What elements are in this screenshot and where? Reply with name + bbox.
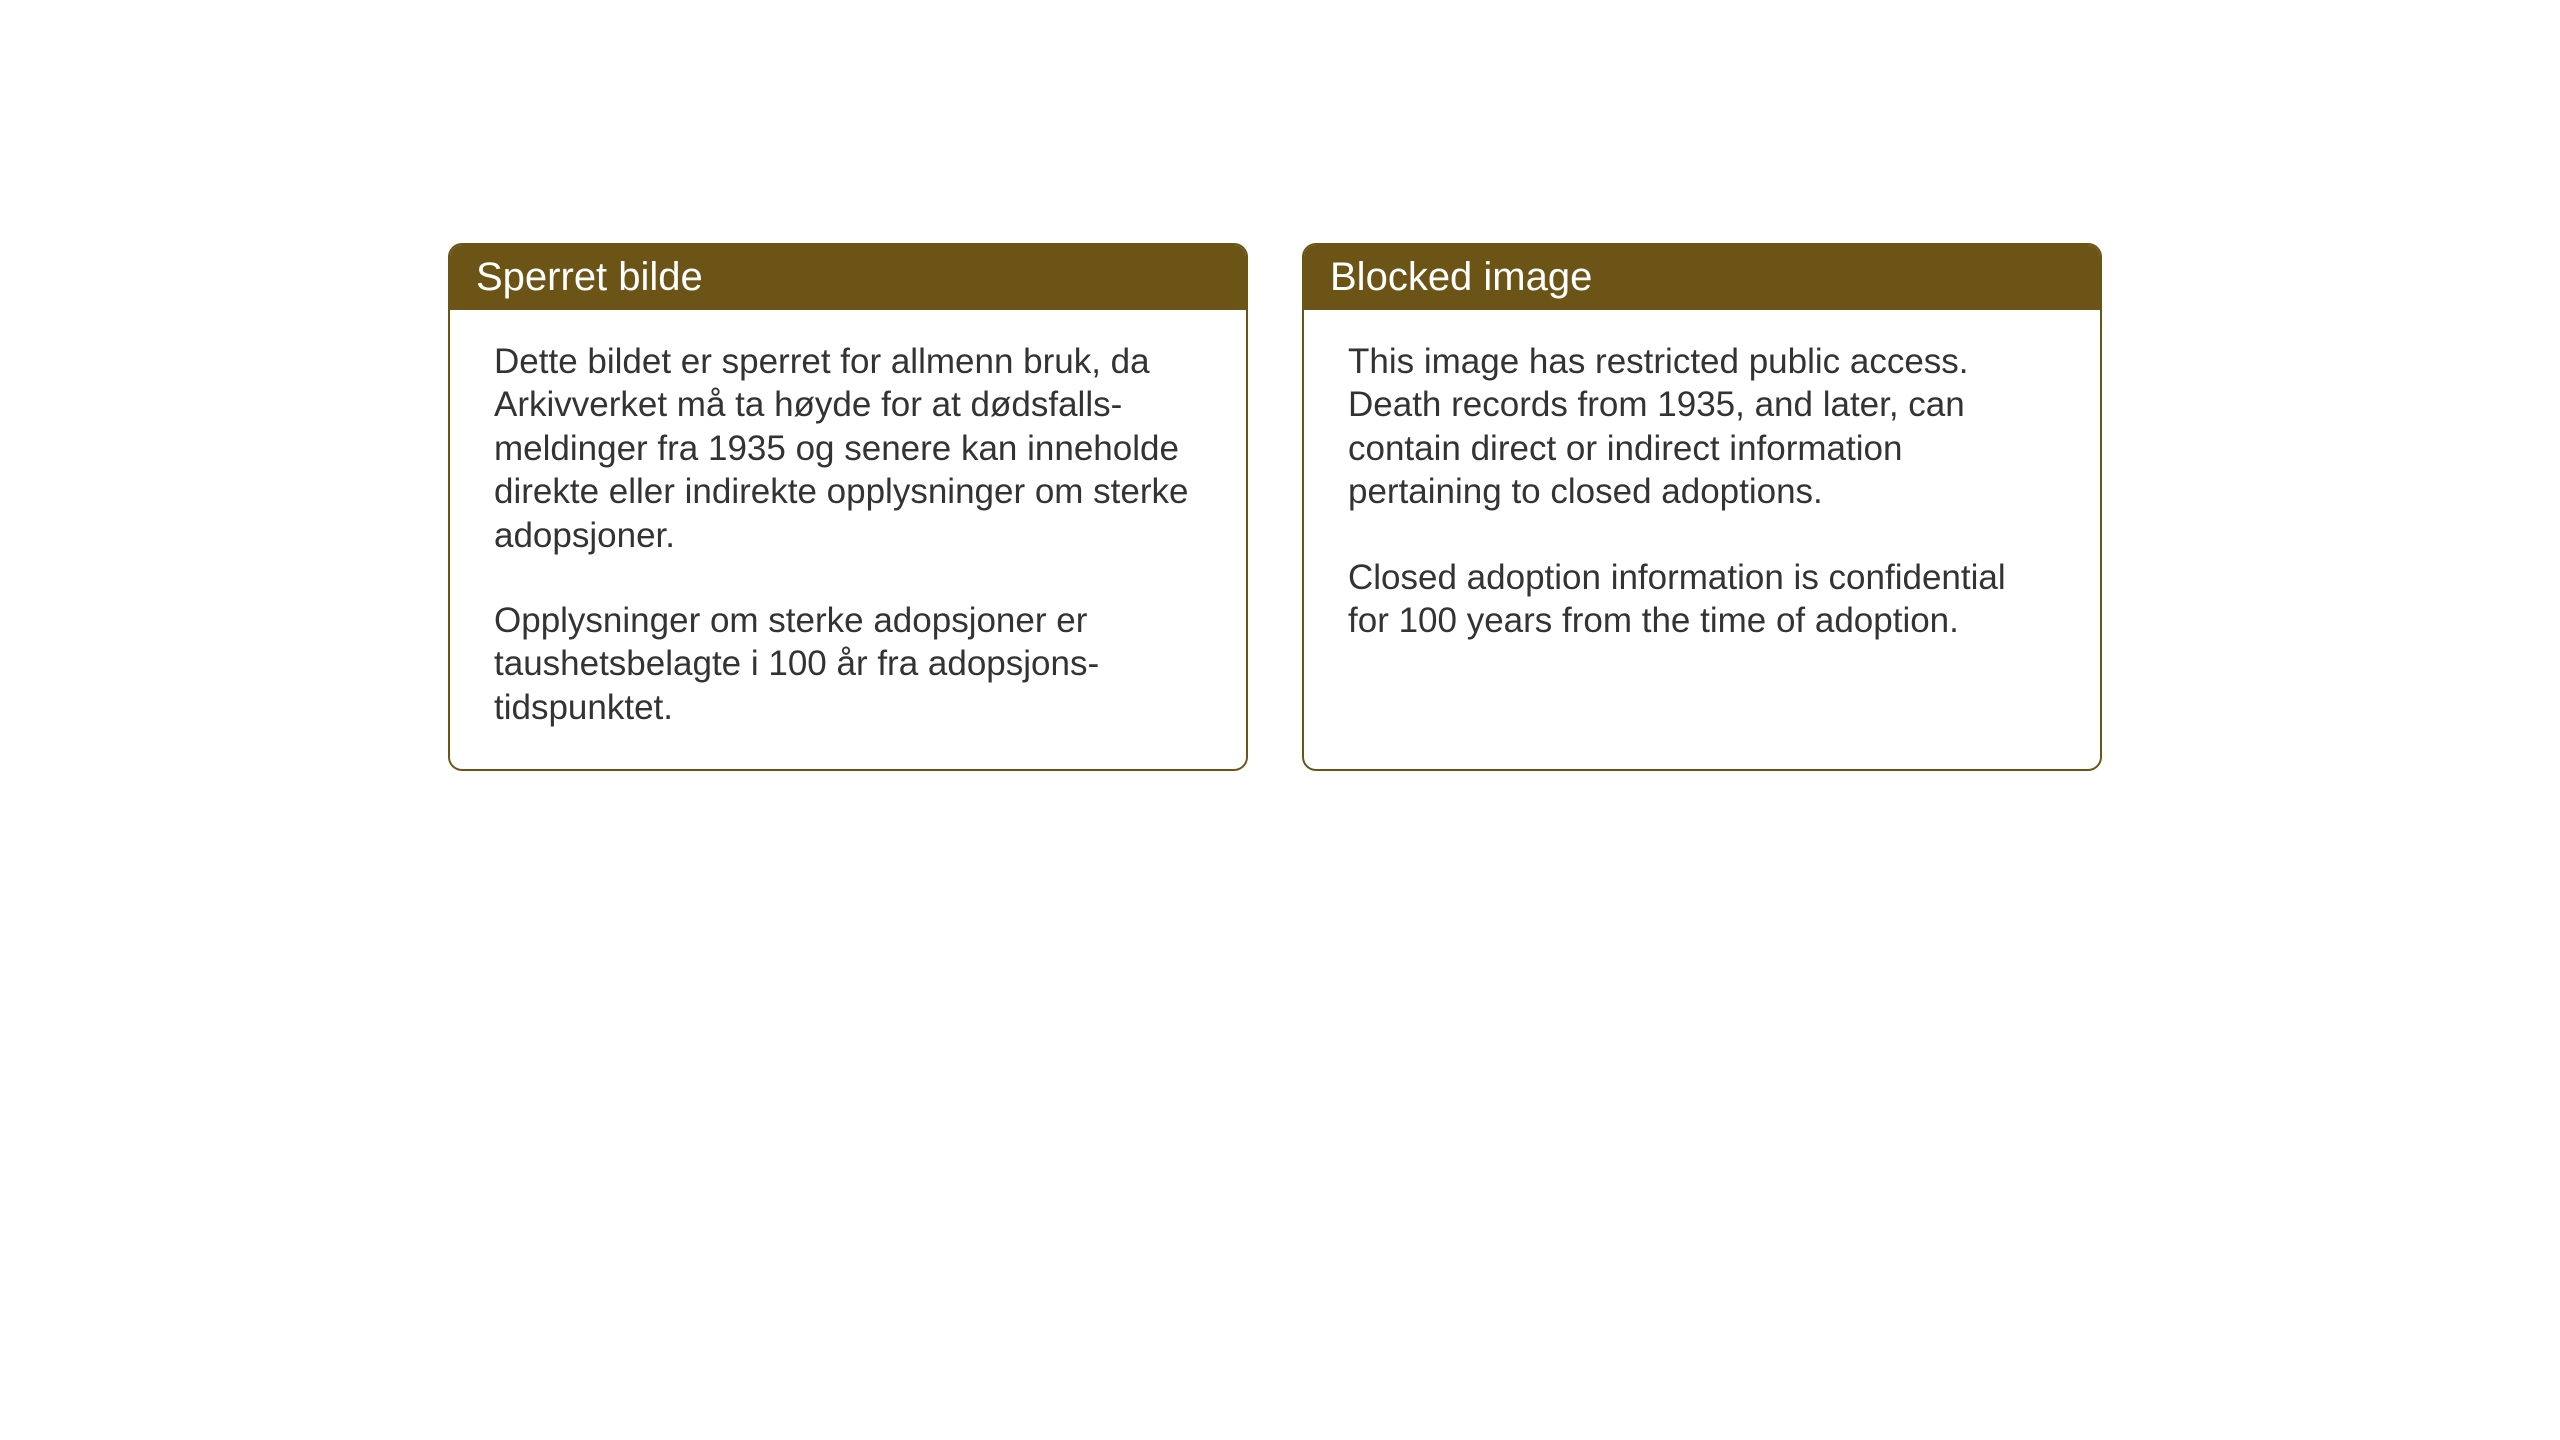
norwegian-card-title: Sperret bilde [450, 245, 1246, 310]
norwegian-paragraph-2: Opplysninger om sterke adopsjoner er tau… [494, 599, 1202, 729]
norwegian-notice-card: Sperret bilde Dette bildet er sperret fo… [448, 243, 1248, 771]
english-card-title: Blocked image [1304, 245, 2100, 310]
notice-container: Sperret bilde Dette bildet er sperret fo… [448, 243, 2102, 771]
english-card-body: This image has restricted public access.… [1304, 310, 2100, 700]
norwegian-card-body: Dette bildet er sperret for allmenn bruk… [450, 310, 1246, 769]
english-paragraph-2: Closed adoption information is confident… [1348, 556, 2056, 643]
english-paragraph-1: This image has restricted public access.… [1348, 340, 2056, 514]
norwegian-paragraph-1: Dette bildet er sperret for allmenn bruk… [494, 340, 1202, 557]
english-notice-card: Blocked image This image has restricted … [1302, 243, 2102, 771]
